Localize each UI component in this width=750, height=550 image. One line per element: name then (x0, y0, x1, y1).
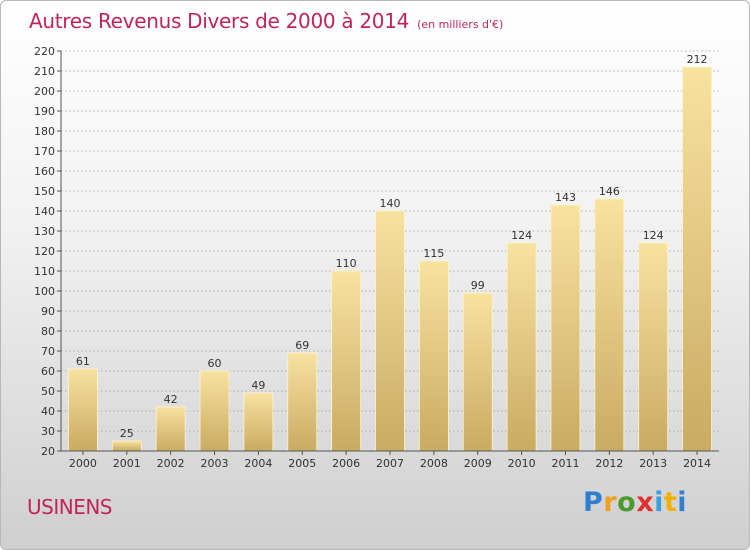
y-tick-label: 180 (34, 125, 55, 138)
y-tick-label: 110 (34, 265, 55, 278)
data-label: 146 (599, 185, 620, 198)
bar-2004 (243, 392, 274, 452)
bar-2001 (111, 440, 142, 452)
bar-2007 (375, 210, 405, 452)
bar-2014 (682, 66, 712, 452)
x-tick-label: 2000 (69, 457, 97, 470)
y-tick-label: 40 (41, 405, 55, 418)
bar-2000 (68, 368, 98, 452)
y-tick-label: 190 (34, 105, 55, 118)
bar-2012 (594, 198, 625, 452)
y-tick-label: 80 (41, 325, 55, 338)
x-tick-label: 2005 (288, 457, 316, 470)
y-tick-label: 140 (34, 205, 55, 218)
y-tick-label: 220 (34, 45, 55, 58)
x-tick-label: 2007 (376, 457, 404, 470)
data-label: 60 (208, 357, 222, 370)
chart-subtitle: (en milliers d'€) (417, 18, 504, 31)
logo-letter: i (654, 487, 664, 518)
x-tick-label: 2010 (508, 457, 536, 470)
y-tick-label: 210 (34, 65, 55, 78)
place-name: USINENS (27, 495, 113, 519)
logo-letter: o (617, 487, 637, 518)
logo-letter: i (677, 487, 688, 518)
bar-2005 (287, 352, 318, 452)
y-axis: 20 30 40 50 60 70 80 90 100 110 120 130 140 150 160 170… (34, 45, 62, 458)
data-label: 110 (336, 257, 357, 270)
y-tick-label: 20 (41, 445, 55, 458)
data-label: 99 (471, 279, 485, 292)
title-block: Autres Revenus Divers de 2000 à 2014 (en … (29, 9, 503, 33)
x-tick-label: 2009 (464, 457, 492, 470)
data-label: 49 (251, 379, 265, 392)
bar-2003 (199, 370, 230, 452)
y-tick-label: 170 (34, 145, 55, 158)
x-tick-label: 2011 (551, 457, 579, 470)
bar-2009 (462, 292, 493, 452)
data-label: 143 (555, 191, 576, 204)
x-tick-label: 2008 (420, 457, 448, 470)
x-tick-label: 2014 (683, 457, 711, 470)
bar-2013 (638, 242, 669, 452)
y-tick-label: 150 (34, 185, 55, 198)
bars (68, 66, 712, 452)
bar-2008 (418, 260, 449, 452)
data-label: 69 (295, 339, 309, 352)
x-tick-label: 2003 (201, 457, 229, 470)
y-tick-label: 30 (41, 425, 55, 438)
x-tick-label: 2012 (595, 457, 623, 470)
y-tick-label: 130 (34, 225, 55, 238)
y-tick-label: 90 (41, 305, 55, 318)
y-tick-label: 60 (41, 365, 55, 378)
y-tick-label: 50 (41, 385, 55, 398)
x-axis: 2000 2001 2002 2003 2004 2005 2006 2007 2008 2009… (61, 450, 719, 470)
data-label: 124 (511, 229, 532, 242)
y-tick-label: 70 (41, 345, 55, 358)
data-labels: 61 25 42 60 49 69 110 140 115 99 124 143 146 124 212 (76, 53, 708, 440)
x-tick-label: 2001 (113, 457, 141, 470)
data-label: 124 (643, 229, 664, 242)
y-tick-label: 160 (34, 165, 55, 178)
data-label: 140 (380, 197, 401, 210)
bar-2006 (331, 270, 362, 452)
x-tick-label: 2004 (244, 457, 272, 470)
x-tick-label: 2002 (157, 457, 185, 470)
data-label: 42 (164, 393, 178, 406)
x-tick-label: 2013 (639, 457, 667, 470)
y-tick-label: 100 (34, 285, 55, 298)
bar-2010 (506, 242, 537, 452)
logo-letter: P (583, 487, 604, 518)
logo-letter: t (663, 487, 678, 518)
x-tick-label: 2006 (332, 457, 360, 470)
proxiti-logo: Proxiti (583, 487, 687, 518)
data-label: 115 (423, 247, 444, 260)
bar-2002 (155, 406, 186, 452)
chart-title: Autres Revenus Divers de 2000 à 2014 (29, 9, 410, 33)
logo-letter: x (636, 487, 655, 518)
y-tick-label: 120 (34, 245, 55, 258)
bar-2011 (550, 204, 581, 452)
data-label: 25 (120, 427, 134, 440)
data-label: 61 (76, 355, 90, 368)
data-label: 212 (687, 53, 708, 66)
logo-letter: r (603, 487, 618, 518)
y-tick-label: 200 (34, 85, 55, 98)
